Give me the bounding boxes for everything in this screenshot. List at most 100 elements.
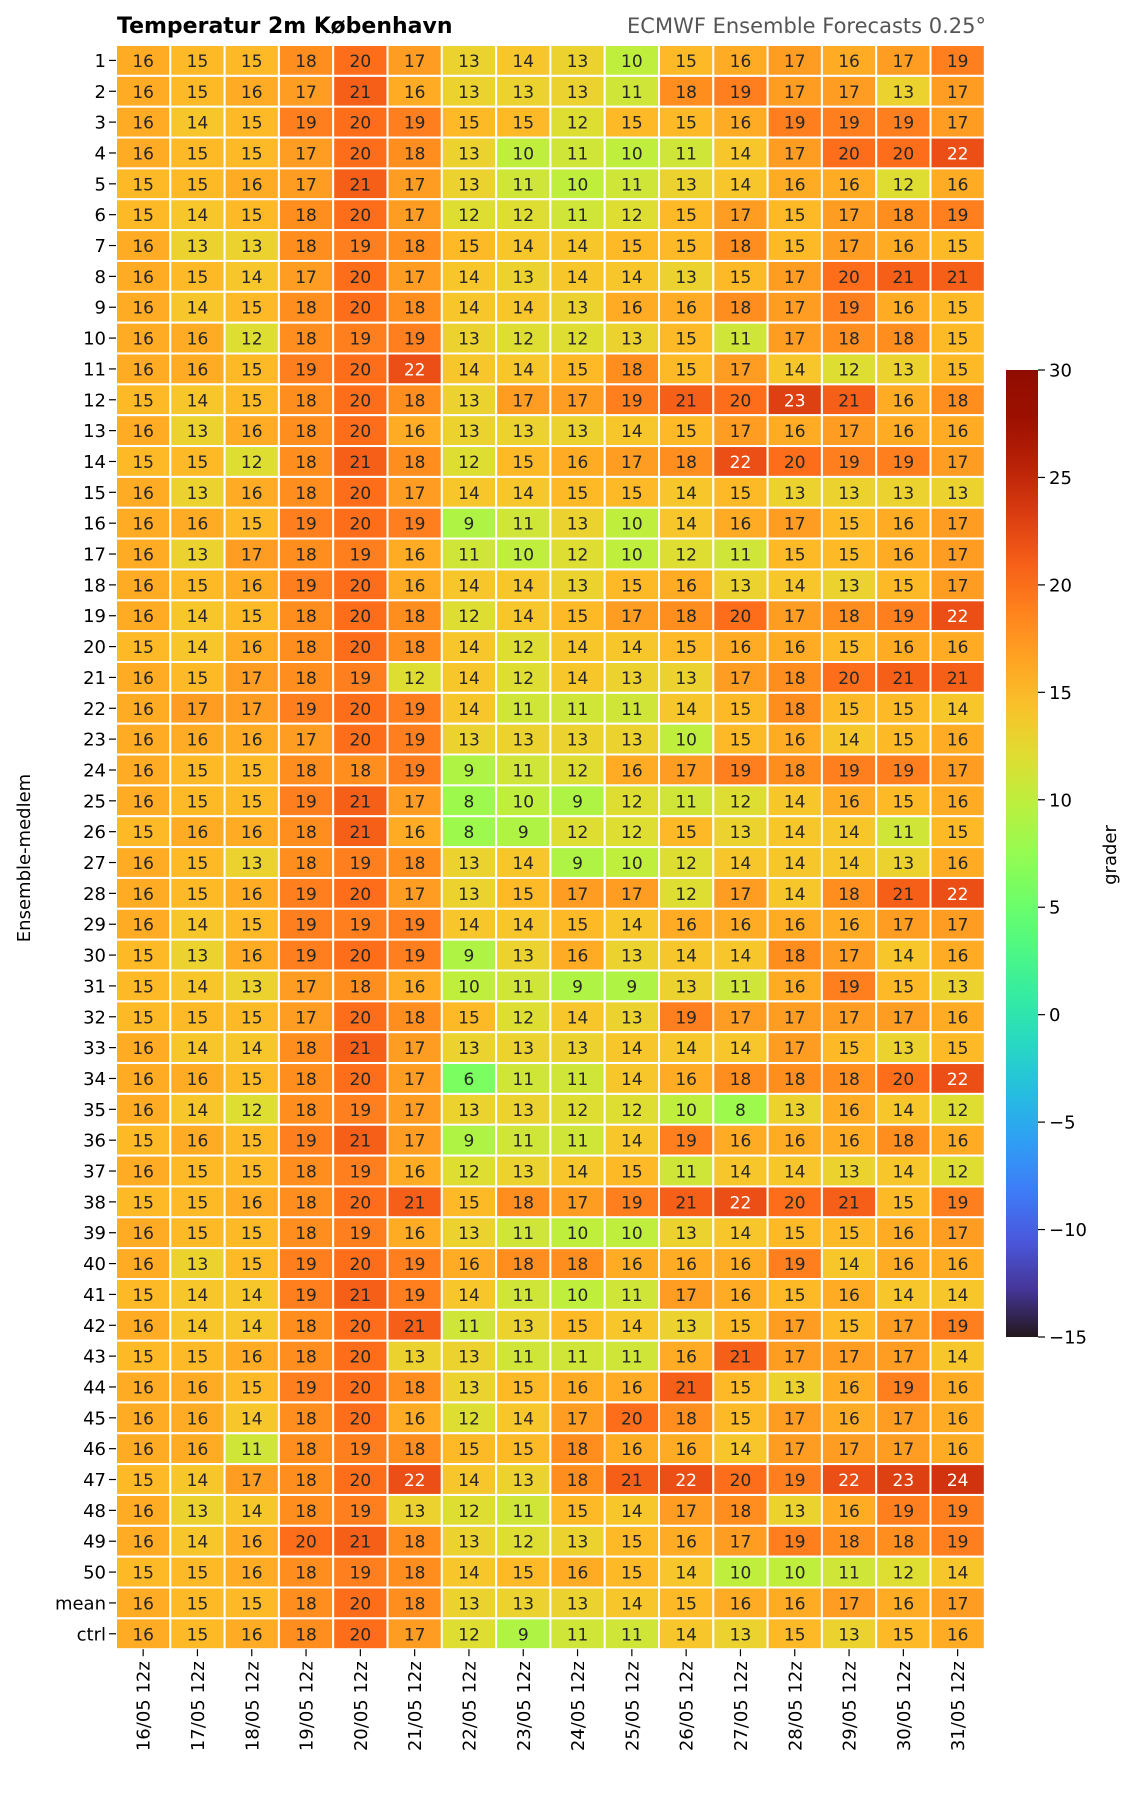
cell-value-label: 15 — [241, 144, 263, 164]
heatmap-cell — [875, 907, 932, 941]
heatmap-cell — [386, 383, 443, 417]
cell-value-label: 19 — [893, 761, 915, 781]
cell-value-label: 15 — [893, 700, 915, 720]
cell-value-label: 6 — [464, 1070, 475, 1090]
heatmap-cell — [658, 506, 715, 540]
cell-value-label: 17 — [404, 484, 426, 504]
cell-value-label: 16 — [947, 1625, 969, 1645]
cell-value-label: 17 — [730, 885, 752, 905]
cell-value-label: 13 — [784, 484, 806, 504]
cell-value-label: 19 — [350, 330, 372, 350]
cell-value-label: 13 — [567, 52, 589, 72]
heatmap-cell — [549, 259, 606, 293]
cell-value-label: 19 — [295, 1255, 317, 1275]
cell-value-label: 20 — [295, 1533, 317, 1553]
cell-value-label: 16 — [241, 175, 263, 195]
cell-value-label: 17 — [893, 52, 915, 72]
cell-value-label: 15 — [241, 1255, 263, 1275]
cell-value-label: 17 — [675, 761, 697, 781]
heatmap-cell — [929, 1617, 986, 1651]
cell-value-label: 22 — [404, 360, 426, 380]
cell-value-label: 22 — [947, 607, 969, 627]
heatmap-cell — [712, 383, 769, 417]
heatmap-cell — [277, 259, 335, 293]
row-label: mean — [55, 1593, 106, 1614]
heatmap-cell — [440, 1062, 498, 1095]
cell-value-label: 16 — [947, 1132, 969, 1152]
cell-value-label: 16 — [132, 792, 154, 812]
cell-value-label: 19 — [621, 1193, 643, 1213]
row-label: 2 — [95, 82, 106, 103]
cell-value-label: 16 — [838, 1101, 860, 1121]
cell-value-label: 16 — [241, 83, 263, 103]
cell-value-label: 20 — [350, 1008, 372, 1028]
heatmap-cell — [712, 1308, 769, 1342]
cell-value-label: 11 — [512, 1502, 534, 1522]
heatmap-cell — [875, 1432, 932, 1466]
cell-value-label: 15 — [567, 1317, 589, 1337]
cell-value-label: 20 — [350, 1625, 372, 1645]
cell-value-label: 14 — [241, 1317, 263, 1337]
cell-value-label: 17 — [730, 1008, 752, 1028]
cell-value-label: 18 — [784, 947, 806, 967]
cell-value-label: 15 — [621, 484, 643, 504]
cell-value-label: 16 — [132, 700, 154, 720]
cell-value-label: 15 — [187, 268, 209, 288]
cell-value-label: 18 — [784, 1070, 806, 1090]
cell-value-label: 12 — [458, 206, 480, 226]
heatmap-cell — [820, 290, 878, 324]
cell-value-label: 14 — [241, 1039, 263, 1059]
cell-value-label: 10 — [621, 854, 643, 874]
heatmap-cell — [658, 907, 715, 941]
heatmap-cell — [929, 44, 986, 77]
heatmap-cell — [603, 1308, 661, 1342]
cell-value-label: 16 — [241, 731, 263, 751]
cell-value-label: 15 — [241, 114, 263, 134]
cell-value-label: 12 — [675, 546, 697, 566]
cell-value-label: 18 — [295, 453, 317, 473]
cell-value-label: 19 — [404, 1255, 426, 1275]
heatmap-cell — [169, 198, 226, 232]
cell-value-label: 17 — [404, 268, 426, 288]
heatmap-cell — [712, 1586, 769, 1620]
cell-value-label: 14 — [893, 1286, 915, 1306]
cell-value-label: 15 — [730, 1317, 752, 1337]
cell-value-label: 17 — [675, 1502, 697, 1522]
cell-value-label: 21 — [947, 669, 969, 689]
cell-value-label: 18 — [295, 546, 317, 566]
cell-value-label: 14 — [187, 299, 209, 319]
cell-value-label: 21 — [675, 391, 697, 411]
row-label: 11 — [83, 359, 106, 380]
heatmap-cell — [277, 1154, 335, 1188]
heatmap-cell — [169, 1062, 226, 1095]
heatmap-cell — [766, 445, 823, 478]
cell-value-label: 15 — [947, 823, 969, 843]
column-label: 19/05 12z — [297, 1661, 318, 1751]
cell-value-label: 14 — [621, 638, 643, 658]
cell-value-label: 16 — [132, 237, 154, 257]
cell-value-label: 15 — [458, 237, 480, 257]
cell-value-label: 18 — [295, 1471, 317, 1491]
cell-value-label: 17 — [838, 947, 860, 967]
cell-value-label: 11 — [458, 1317, 480, 1337]
cell-value-label: 13 — [512, 1594, 534, 1614]
heatmap-cell — [712, 1247, 769, 1281]
row-label: 22 — [83, 699, 106, 720]
heatmap-cell — [712, 1463, 769, 1496]
cell-value-label: 11 — [512, 977, 534, 997]
cell-value-label: 10 — [730, 1564, 752, 1584]
cell-value-label: 14 — [838, 731, 860, 751]
cell-value-label: 13 — [241, 237, 263, 257]
cell-value-label: 14 — [621, 1039, 643, 1059]
cell-value-label: 17 — [838, 1348, 860, 1368]
cell-value-label: 10 — [621, 546, 643, 566]
cell-value-label: 15 — [458, 1008, 480, 1028]
heatmap-cell — [386, 1154, 443, 1188]
cell-value-label: 14 — [730, 1163, 752, 1183]
heatmap-cell — [223, 1092, 280, 1126]
cell-value-label: 17 — [784, 330, 806, 350]
column-label: 16/05 12z — [134, 1661, 155, 1751]
cell-value-label: 16 — [893, 391, 915, 411]
cell-value-label: 19 — [295, 947, 317, 967]
colorbar-ticks: 30 25 20 15 10 5 0 −5 −10 −15 — [1038, 361, 1087, 1349]
